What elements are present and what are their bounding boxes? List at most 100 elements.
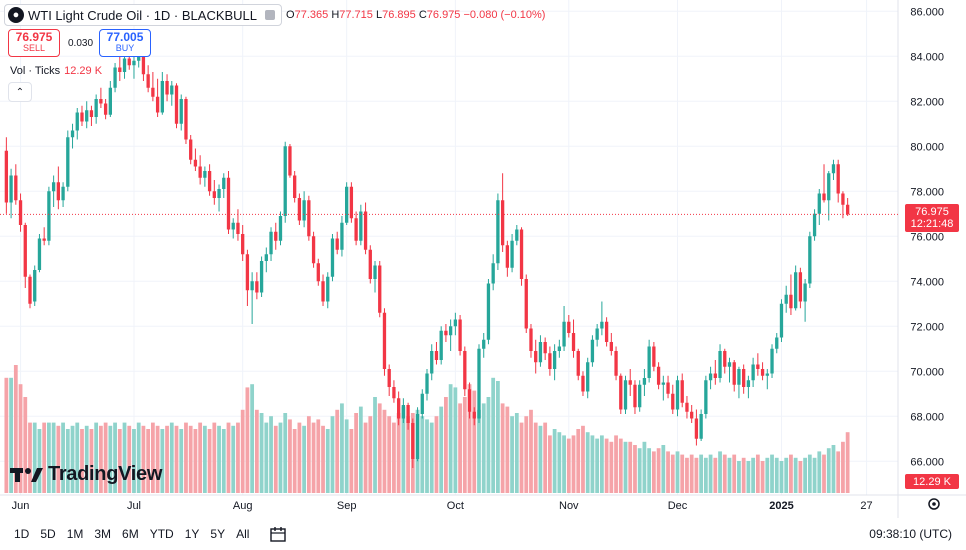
volume-bar [628, 441, 633, 493]
volume-bar [566, 438, 571, 493]
candle-body [619, 375, 623, 410]
candle-body [99, 99, 103, 104]
candle-body [444, 330, 448, 336]
symbol-title: WTI Light Crude Oil · 1D · BLACKBULL [28, 7, 258, 23]
volume-bar [193, 429, 198, 493]
candle-body [368, 249, 372, 279]
candle-body [198, 166, 202, 178]
volume-bar [335, 409, 340, 493]
volume-bar [784, 457, 789, 493]
time-tick-label: 27 [860, 500, 872, 512]
candle-body [808, 236, 812, 284]
candle-body [250, 281, 254, 291]
candle-body [727, 362, 732, 367]
candle-body [382, 312, 387, 369]
volume-bar [651, 451, 656, 493]
tf-ytd[interactable]: YTD [149, 527, 174, 541]
volume-bar [737, 461, 741, 493]
volume-bar [51, 422, 56, 493]
volume-bar [623, 441, 628, 493]
candle-body [184, 99, 188, 140]
volume-bar [670, 454, 675, 493]
tf-1m[interactable]: 1M [66, 527, 84, 541]
tf-1d[interactable]: 1D [14, 527, 30, 541]
symbol-search[interactable]: ● WTI Light Crude Oil · 1D · BLACKBULL [4, 4, 283, 26]
candle-body [746, 380, 751, 387]
candle-body [534, 351, 538, 363]
volume-bar [444, 397, 448, 493]
candle-body [406, 405, 410, 423]
candle-body [723, 351, 727, 367]
tf-5y[interactable]: 5Y [210, 527, 226, 541]
candle-body [694, 418, 699, 439]
volume-bar [65, 429, 70, 493]
tf-1y[interactable]: 1Y [184, 527, 200, 541]
candle-body [118, 67, 122, 72]
volume-bar [486, 397, 491, 493]
volume-bar [429, 422, 434, 493]
volume-bar [396, 413, 401, 493]
candle-body [448, 326, 453, 336]
volume-bar [283, 413, 288, 493]
candle-body [543, 342, 547, 354]
change-value: −0.080 (−0.10%) [463, 9, 546, 21]
candle-body [614, 351, 618, 376]
candle-body [335, 238, 339, 250]
volume-bar [23, 397, 28, 493]
buy-button[interactable]: 77.005 BUY [99, 29, 152, 57]
candle-body [453, 319, 458, 327]
candle-body [486, 283, 491, 340]
volume-bar [472, 390, 477, 493]
volume-bar [618, 438, 623, 493]
candle-body [576, 351, 580, 376]
sell-button[interactable]: 76.975 SELL [8, 29, 60, 57]
tf-all[interactable]: All [236, 527, 250, 541]
candle-body [623, 380, 628, 410]
volume-legend: Vol · Ticks 12.29 K [10, 65, 103, 77]
candle-body [363, 211, 368, 250]
candle-body [141, 56, 146, 75]
volume-bar [661, 445, 666, 493]
price-tick-label: 68.000 [910, 411, 944, 423]
volume-bar [633, 445, 637, 493]
candlesticks [4, 47, 850, 468]
volume-bar [377, 403, 382, 493]
candle-body [179, 99, 183, 124]
candle-body [94, 99, 98, 117]
tf-5d[interactable]: 5D [40, 527, 56, 541]
calendar-icon[interactable] [269, 525, 287, 543]
volume-bar [552, 429, 557, 493]
candle-body [160, 81, 164, 113]
last-price-tag: 76.975 12:21:48 [905, 204, 959, 232]
chart-header: ● WTI Light Crude Oil · 1D · BLACKBULL O… [4, 4, 545, 26]
chevron-icon[interactable] [265, 10, 276, 20]
volume-bar [732, 454, 737, 493]
volume-bar [117, 429, 122, 493]
candle-body [47, 191, 51, 241]
volume-bar [524, 416, 529, 493]
candle-body [411, 423, 415, 459]
volume-bar [89, 429, 94, 493]
volume-bar [113, 422, 117, 493]
tf-3m[interactable]: 3M [94, 527, 112, 541]
candle-body [255, 281, 259, 293]
volume-bar [789, 454, 793, 493]
candle-body [713, 373, 717, 378]
volume-bar [751, 457, 756, 493]
candle-body [803, 283, 807, 302]
collapse-legend-button[interactable]: ⌃ [8, 82, 32, 102]
volume-bar [392, 422, 396, 493]
chevron-up-icon: ⌃ [15, 86, 25, 98]
candle-body [387, 369, 391, 387]
oil-drop-icon: ● [8, 7, 24, 23]
tf-6m[interactable]: 6M [122, 527, 139, 541]
candle-body [51, 182, 56, 192]
volume-bars [4, 365, 850, 493]
volume-bar [760, 461, 765, 493]
candle-body [836, 164, 840, 194]
candle-body [212, 191, 216, 198]
volume-bar [169, 422, 174, 493]
price-tick-label: 78.000 [910, 186, 944, 198]
gear-icon[interactable] [926, 496, 942, 512]
